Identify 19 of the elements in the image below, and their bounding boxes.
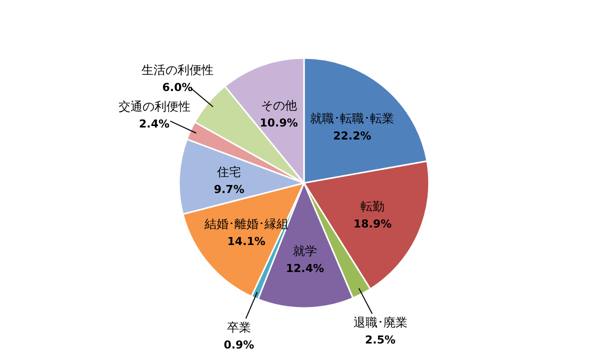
data-label: 14.1% [227,234,266,248]
slice-label: 転勤 [360,199,385,214]
data-label: 6.0% [162,81,193,94]
data-label: 12.4% [286,262,324,275]
data-label: 0.9% [224,338,254,352]
data-label: 10.9% [260,116,298,130]
slice-label: 就学 [292,244,317,258]
data-label: 2.5% [365,333,396,346]
slice-label: 卒業 [226,320,251,335]
slice-label: 住宅 [216,164,242,179]
slice-label: 生活の利便性 [142,63,214,78]
data-label: 18.9% [353,217,392,230]
data-label: 22.2% [333,130,372,143]
slice-label: 退職･廃業 [353,315,408,330]
data-label: 2.4% [139,118,170,131]
slice-label: 交通の利便性 [118,100,190,114]
data-label: 9.7% [214,182,244,196]
slice-label: その他 [260,98,297,112]
slice-label: 就職･転職･転業 [310,112,394,126]
